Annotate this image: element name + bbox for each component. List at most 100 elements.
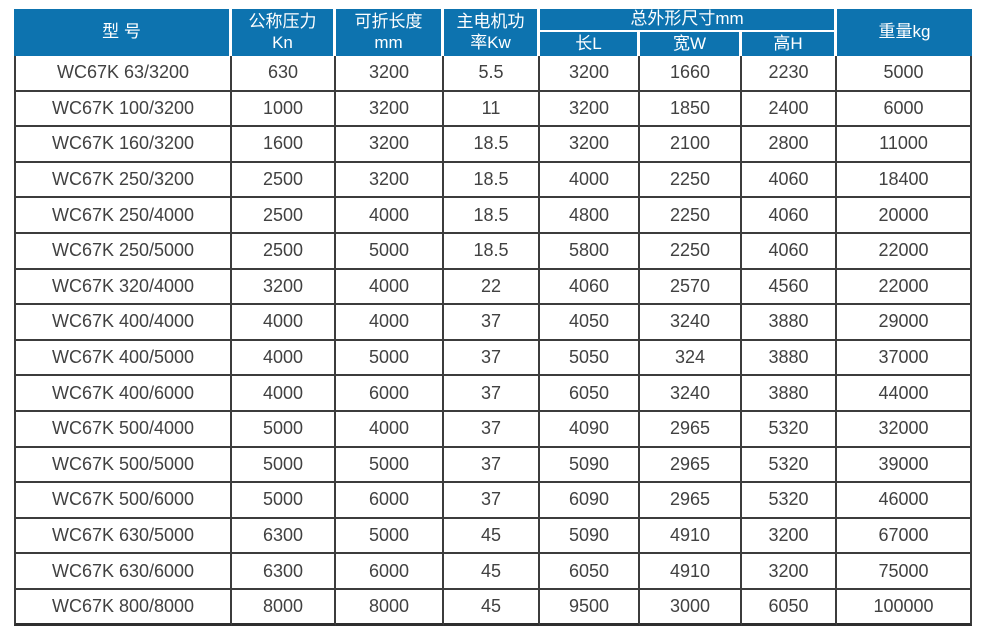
value-cell: 4050	[540, 305, 640, 341]
model-cell: WC67K 400/4000	[14, 305, 232, 341]
value-cell: 37000	[837, 340, 973, 377]
value-cell: 4910	[640, 518, 742, 555]
header-motor-power-line1: 主电机功	[456, 12, 525, 32]
value-cell: 3200	[336, 162, 444, 199]
value-cell: 4060	[742, 162, 838, 199]
value-cell: 3200	[336, 56, 444, 92]
value-cell: 1600	[232, 127, 336, 163]
value-cell: 11000	[837, 127, 973, 163]
value-cell: 11	[444, 91, 540, 128]
value-cell: 2250	[640, 233, 742, 270]
value-cell: 2500	[232, 162, 336, 199]
value-cell: 1000	[232, 91, 336, 128]
table-row: WC67K 400/4000 4000 4000 37 4050 3240 3880 2900…	[14, 305, 973, 341]
table-row: WC67K 500/6000 5000 6000 37 6090 2965 5320 4600…	[14, 483, 973, 519]
table-row: WC67K 630/6000 6300 6000 45 6050 4910 3200 7500…	[14, 554, 973, 590]
value-cell: 3200	[232, 269, 336, 306]
model-cell: WC67K 500/5000	[14, 447, 232, 484]
value-cell: 2230	[742, 56, 838, 92]
header-pressure-unit: Kn	[272, 32, 293, 52]
value-cell: 5000	[232, 447, 336, 484]
value-cell: 3880	[742, 340, 838, 377]
model-cell: WC67K 250/5000	[14, 233, 232, 270]
model-cell: WC67K 100/3200	[14, 91, 232, 128]
table-row: WC67K 250/4000 2500 4000 18.5 4800 2250 4060 20…	[14, 198, 973, 234]
header-motor-power: 主电机功 率Kw	[444, 9, 540, 56]
value-cell: 3880	[742, 376, 838, 412]
header-pressure-line1: 公称压力	[248, 12, 317, 32]
value-cell: 46000	[837, 483, 973, 519]
value-cell: 37	[444, 340, 540, 377]
header-fold-length: 可折长度 mm	[336, 9, 444, 56]
value-cell: 2500	[232, 198, 336, 234]
header-model: 型 号	[14, 9, 232, 56]
table-row: WC67K 250/5000 2500 5000 18.5 5800 2250 4060 22…	[14, 233, 973, 270]
value-cell: 6050	[540, 376, 640, 412]
value-cell: 37	[444, 376, 540, 412]
header-fold-length-unit: mm	[374, 32, 403, 52]
value-cell: 5000	[232, 411, 336, 448]
value-cell: 2100	[640, 127, 742, 163]
value-cell: 4910	[640, 554, 742, 590]
table-header: 型 号 公称压力 Kn 可折长度 mm 主电机功 率Kw 总外形尺寸mm 重量k…	[14, 9, 973, 56]
value-cell: 6000	[336, 554, 444, 590]
value-cell: 4090	[540, 411, 640, 448]
value-cell: 45	[444, 589, 540, 626]
value-cell: 3200	[336, 91, 444, 128]
table-row: WC67K 400/6000 4000 6000 37 6050 3240 3880 4400…	[14, 376, 973, 412]
header-dim-length: 长L	[540, 32, 640, 56]
model-cell: WC67K 250/4000	[14, 198, 232, 234]
value-cell: 6090	[540, 483, 640, 519]
value-cell: 6050	[540, 554, 640, 590]
value-cell: 4000	[232, 305, 336, 341]
value-cell: 3200	[742, 554, 838, 590]
value-cell: 22000	[837, 269, 973, 306]
value-cell: 2965	[640, 411, 742, 448]
value-cell: 22	[444, 269, 540, 306]
value-cell: 8000	[336, 589, 444, 626]
value-cell: 3880	[742, 305, 838, 341]
table-row: WC67K 500/4000 5000 4000 37 4090 2965 5320 3200…	[14, 411, 973, 448]
value-cell: 6300	[232, 518, 336, 555]
value-cell: 44000	[837, 376, 973, 412]
header-row-group: 型 号 公称压力 Kn 可折长度 mm 主电机功 率Kw 总外形尺寸mm 重量k…	[14, 9, 973, 56]
value-cell: 29000	[837, 305, 973, 341]
value-cell: 1660	[640, 56, 742, 92]
table-row: WC67K 500/5000 5000 5000 37 5090 2965 5320 3900…	[14, 447, 973, 484]
value-cell: 3200	[540, 56, 640, 92]
value-cell: 5000	[336, 340, 444, 377]
value-cell: 18400	[837, 162, 973, 199]
model-cell: WC67K 320/4000	[14, 269, 232, 306]
value-cell: 5000	[336, 233, 444, 270]
value-cell: 5050	[540, 340, 640, 377]
value-cell: 37	[444, 411, 540, 448]
value-cell: 4000	[336, 198, 444, 234]
value-cell: 324	[640, 340, 742, 377]
table-row: WC67K 630/5000 6300 5000 45 5090 4910 3200 6700…	[14, 518, 973, 555]
value-cell: 2500	[232, 233, 336, 270]
header-pressure: 公称压力 Kn	[232, 9, 336, 56]
value-cell: 3200	[742, 518, 838, 555]
value-cell: 3240	[640, 376, 742, 412]
value-cell: 6050	[742, 589, 838, 626]
value-cell: 5000	[336, 447, 444, 484]
value-cell: 2965	[640, 483, 742, 519]
value-cell: 75000	[837, 554, 973, 590]
spec-table: 型 号 公称压力 Kn 可折长度 mm 主电机功 率Kw 总外形尺寸mm 重量k…	[14, 9, 973, 626]
value-cell: 2570	[640, 269, 742, 306]
value-cell: 4060	[742, 198, 838, 234]
header-dim-height: 高H	[742, 32, 838, 56]
header-weight: 重量kg	[837, 9, 973, 56]
value-cell: 9500	[540, 589, 640, 626]
header-dim-width: 宽W	[640, 32, 742, 56]
table-row: WC67K 400/5000 4000 5000 37 5050 324 3880 37000	[14, 340, 973, 377]
value-cell: 4800	[540, 198, 640, 234]
value-cell: 5000	[837, 56, 973, 92]
value-cell: 4000	[540, 162, 640, 199]
value-cell: 4000	[336, 411, 444, 448]
value-cell: 32000	[837, 411, 973, 448]
value-cell: 45	[444, 554, 540, 590]
value-cell: 8000	[232, 589, 336, 626]
value-cell: 6000	[336, 376, 444, 412]
